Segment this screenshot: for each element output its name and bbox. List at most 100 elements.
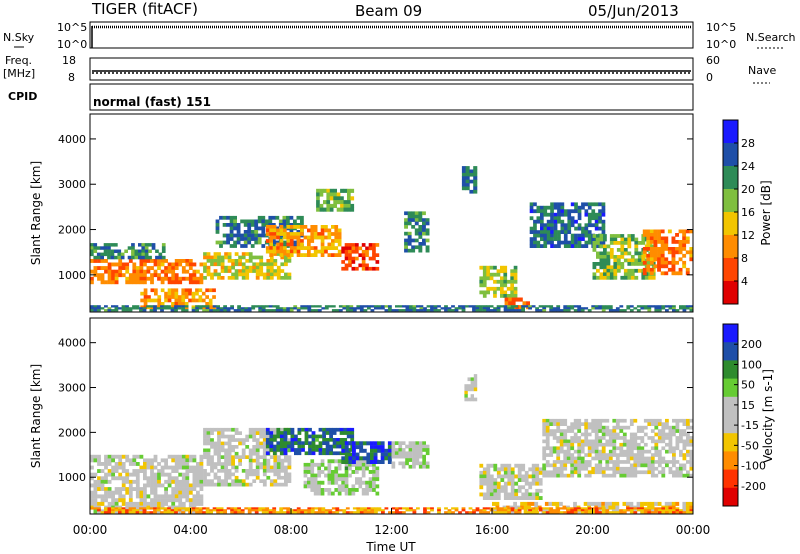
data-cell (310, 466, 315, 471)
data-cell (647, 470, 652, 475)
data-cell (613, 258, 618, 263)
data-cell (167, 269, 172, 274)
data-cell (121, 509, 126, 512)
data-cell (626, 470, 631, 475)
data-cell (349, 309, 354, 312)
data-cell (237, 509, 241, 512)
data-cell (584, 425, 589, 430)
data-cell (310, 232, 315, 236)
data-cell (507, 492, 512, 497)
data-cell (191, 295, 196, 299)
data-cell (616, 255, 621, 259)
data-cell (308, 441, 312, 445)
data-cell (599, 262, 604, 266)
data-cell (654, 509, 659, 512)
data-cell (657, 267, 661, 272)
data-cell (296, 223, 301, 227)
data-cell (358, 466, 363, 471)
data-cell (227, 265, 232, 270)
data-cell (205, 309, 210, 312)
data-cell (675, 429, 680, 433)
data-cell (556, 473, 561, 478)
data-cell (313, 228, 318, 233)
data-cell (289, 509, 294, 512)
data-cell (605, 429, 610, 433)
data-cell (111, 501, 115, 506)
data-cell (647, 418, 652, 423)
data-cell (647, 309, 652, 312)
data-cell (226, 223, 230, 227)
data-cell (560, 212, 565, 217)
data-cell (405, 309, 410, 312)
data-cell (503, 283, 508, 288)
data-cell (341, 488, 345, 492)
data-cell (343, 188, 348, 193)
data-cell (377, 507, 382, 510)
data-cell (359, 511, 364, 514)
data-cell (689, 460, 694, 464)
data-cell (158, 252, 163, 257)
data-cell (269, 235, 273, 240)
data-cell (418, 245, 423, 250)
data-cell (107, 266, 112, 270)
data-cell (367, 511, 371, 514)
data-cell (404, 221, 408, 226)
data-cell (536, 230, 541, 234)
data-cell (412, 305, 417, 308)
data-cell (657, 240, 661, 244)
data-cell (269, 482, 274, 487)
data-cell (503, 294, 508, 298)
data-cell (164, 494, 168, 499)
data-cell (196, 280, 200, 285)
data-cell (398, 441, 403, 445)
data-cell (594, 463, 599, 468)
data-cell (620, 265, 625, 270)
data-cell (425, 464, 430, 469)
data-cell (213, 441, 218, 446)
data-cell (234, 276, 239, 280)
data-cell (93, 483, 98, 488)
data-cell (185, 269, 190, 274)
data-cell (269, 444, 274, 449)
data-cell (181, 501, 186, 506)
data-cell (648, 275, 653, 280)
data-cell (649, 271, 654, 276)
data-cell (181, 454, 186, 459)
freq-label: Freq. (5, 54, 32, 67)
data-cell (414, 211, 419, 216)
data-cell (248, 265, 253, 270)
data-cell (104, 472, 108, 477)
data-cell (280, 462, 285, 466)
data-cell (300, 225, 304, 229)
data-cell (598, 436, 603, 440)
data-cell (615, 436, 620, 440)
data-cell (324, 473, 328, 478)
data-cell (143, 498, 147, 503)
data-cell (552, 418, 557, 423)
data-cell (341, 445, 346, 450)
data-cell (549, 511, 554, 514)
data-cell (414, 221, 419, 226)
data-cell (543, 237, 548, 241)
data-cell (296, 309, 301, 312)
data-cell (495, 501, 500, 506)
data-cell (284, 259, 288, 263)
data-cell (613, 234, 618, 238)
data-cell (261, 509, 266, 512)
data-cell (404, 225, 408, 229)
data-cell (100, 498, 105, 503)
data-cell (192, 483, 197, 488)
data-cell (146, 507, 150, 510)
data-cell (622, 439, 627, 444)
data-cell (252, 451, 257, 456)
data-cell (601, 442, 606, 447)
data-cell (141, 249, 146, 253)
data-cell (529, 202, 534, 207)
data-cell (581, 237, 585, 241)
data-cell (266, 448, 271, 453)
data-cell (287, 259, 292, 263)
data-cell (331, 305, 336, 308)
data-cell (370, 309, 375, 312)
data-cell (259, 445, 264, 449)
data-cell (570, 446, 575, 451)
